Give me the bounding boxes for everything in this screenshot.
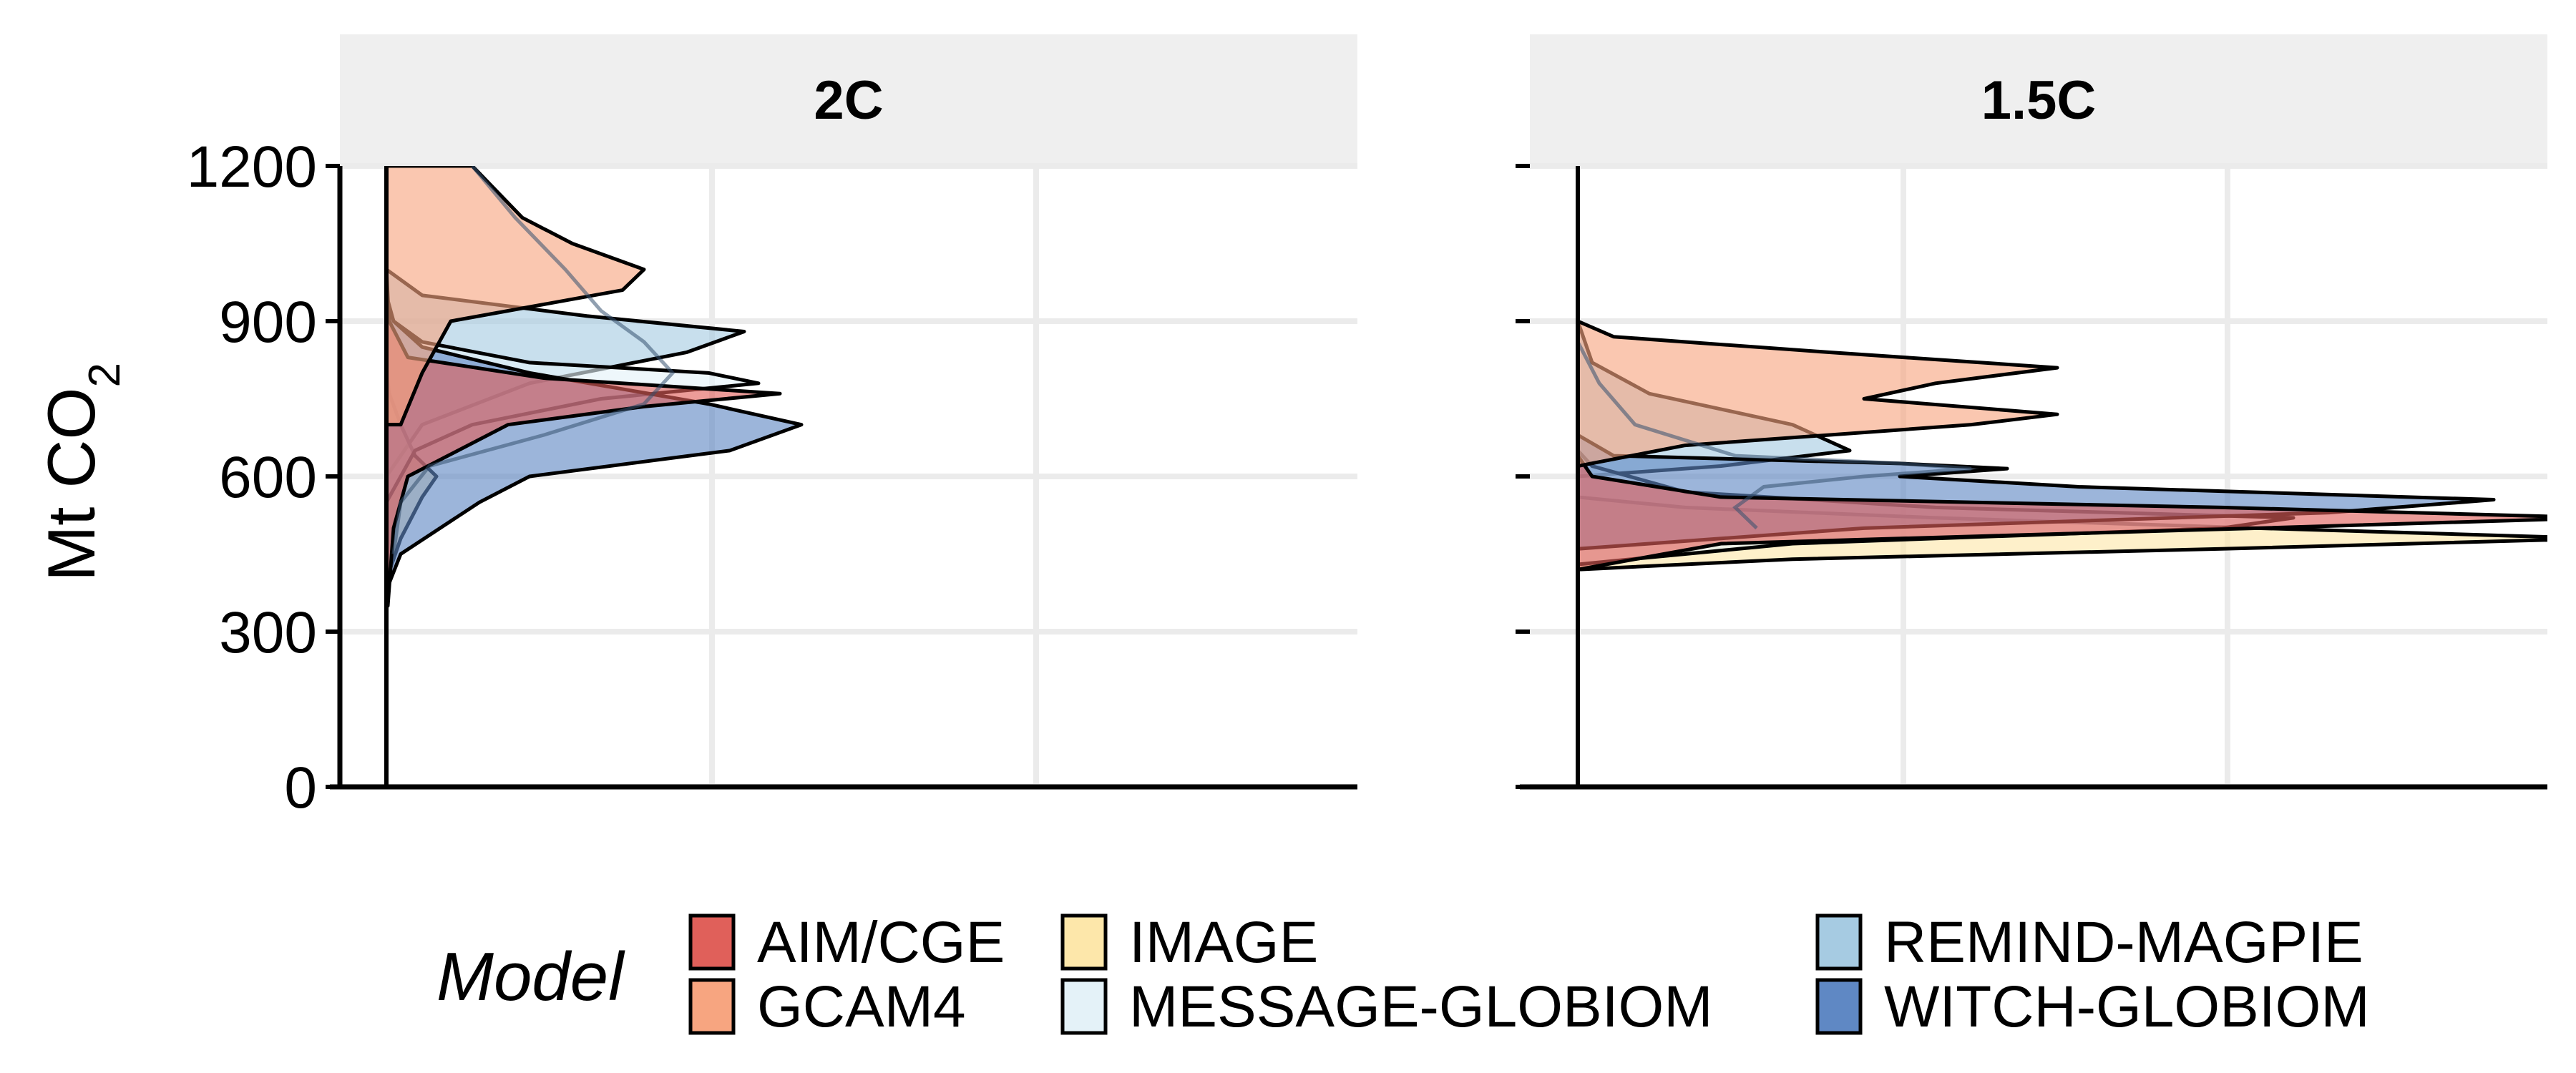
facet-title: 1.5C: [1981, 70, 2097, 131]
facet-2c: 2C 0 300 600 900 1200: [187, 34, 1357, 820]
density-overlay-line: [1576, 340, 1972, 530]
legend-key-witch-globiom: [1815, 978, 1863, 1035]
y-axis-title-main: Mt CO: [34, 387, 109, 582]
y-tick-label: 600: [219, 445, 317, 510]
legend-key-gcam4: [688, 978, 736, 1035]
facet-panels: 2C 0 300 600 900 1200 1.5C: [187, 34, 2547, 820]
y-tick-label: 900: [219, 290, 317, 355]
legend-key-remind-magpie: [1815, 913, 1863, 971]
facet-1-5c: 1.5C: [1516, 34, 2547, 790]
facet-strip: [1530, 34, 2547, 166]
facet-title: 2C: [814, 70, 883, 131]
density-gcam4: [384, 166, 646, 427]
density-gcam4: [1576, 319, 2059, 469]
legend-key-aim-cge: [688, 913, 736, 971]
legend-entry-message-globiom: MESSAGE-GLOBIOM: [1060, 974, 1713, 1039]
legend-entry-witch-globiom: WITCH-GLOBIOM: [1815, 974, 2370, 1039]
legend-key-image: [1060, 913, 1108, 971]
density-layer: [1576, 319, 2547, 572]
legend-label-message-globiom: MESSAGE-GLOBIOM: [1129, 974, 1713, 1039]
legend-entry-gcam4: GCAM4: [688, 974, 966, 1039]
legend-label-image: IMAGE: [1129, 910, 1318, 975]
facet-strip: [340, 34, 1357, 166]
legend-entry-image: IMAGE: [1060, 910, 1318, 975]
legend-label-aim-cge: AIM/CGE: [757, 910, 1005, 975]
y-axis-title-text: Mt CO2: [34, 363, 130, 582]
legend-label-witch-globiom: WITCH-GLOBIOM: [1884, 974, 2370, 1039]
density-overlay-line: [391, 166, 675, 554]
density-layer: [384, 166, 804, 608]
legend-entry-remind-magpie: REMIND-MAGPIE: [1815, 910, 2363, 975]
legend-entry-aim-cge: AIM/CGE: [688, 910, 1005, 975]
y-axis-title-subscript: 2: [80, 363, 130, 387]
y-tick-label: 300: [219, 600, 317, 665]
y-axis-title: Mt CO2: [34, 363, 130, 582]
legend-key-message-globiom: [1060, 978, 1108, 1035]
legend-label-remind-magpie: REMIND-MAGPIE: [1884, 910, 2363, 975]
legend-title: Model: [436, 939, 625, 1015]
y-tick-label: 1200: [187, 134, 317, 200]
legend-label-gcam4: GCAM4: [757, 974, 966, 1039]
y-tick-label: 0: [284, 755, 317, 820]
